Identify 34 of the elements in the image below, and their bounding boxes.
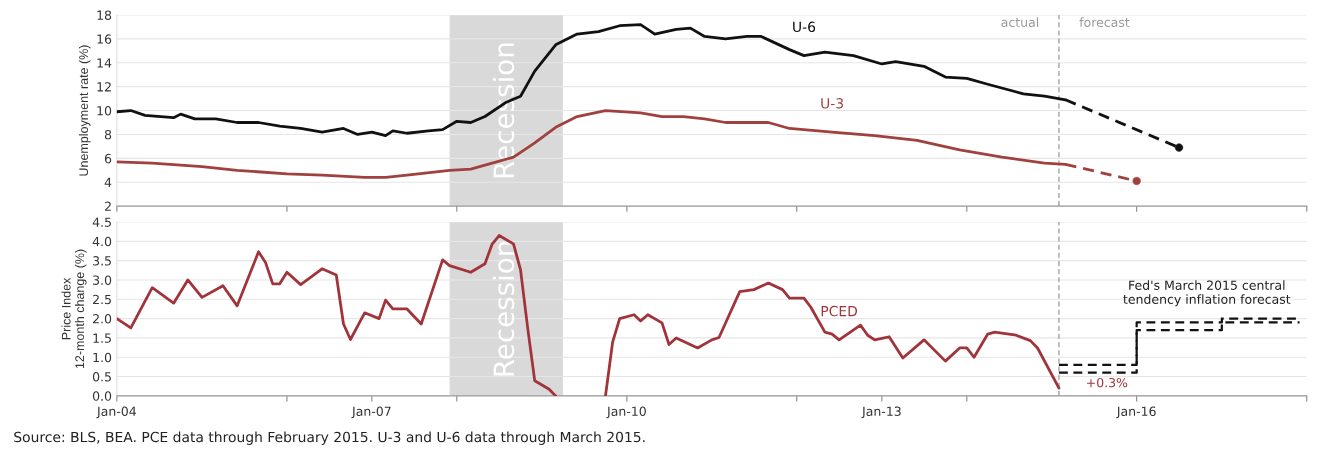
y-tick-label: 16 [97, 34, 112, 44]
series-label: U-6 [793, 21, 816, 33]
y-tick-label: 0.5 [92, 372, 111, 382]
annotation: Fed's March 2015 central tendency inflation forecast [1123, 280, 1291, 307]
source-note: Source: BLS, BEA. PCE data through February 2015. U-3 and U-6 data through March 2015. [14, 431, 645, 445]
y-tick-label: 2 [104, 201, 111, 211]
y-tick-label: 4.5 [92, 217, 111, 227]
annotation: actual [1001, 17, 1039, 28]
y-tick-label: 14 [97, 58, 112, 68]
y-tick-label: 8 [104, 129, 112, 140]
y-tick-label: 3.0 [93, 275, 112, 285]
series-label: PCED [821, 305, 858, 317]
y-axis-title: Unemployment rate (%) [78, 45, 91, 176]
annotation: +0.3% [1087, 377, 1128, 388]
y-tick-label: 1.5 [93, 333, 111, 343]
y-tick-label: 12 [97, 82, 111, 92]
y-tick-label: 3.5 [93, 256, 111, 266]
x-tick-label: Jan-04 [96, 406, 137, 419]
series-label: U-3 [821, 98, 843, 109]
x-tick-label: Jan-10 [606, 406, 646, 419]
y-tick-label: 6 [104, 153, 112, 164]
y-tick-label: 2.5 [93, 294, 111, 305]
y-tick-label: 0.0 [92, 391, 112, 401]
y-tick-label: 4 [104, 177, 112, 187]
y-tick-label: 4.0 [92, 236, 112, 247]
y-axis-title: Price Index 12-month change (%) [61, 249, 87, 369]
x-tick-label: Jan-16 [1116, 406, 1156, 419]
x-tick-label: Jan-07 [351, 406, 391, 419]
x-tick-label: Jan-13 [861, 406, 901, 419]
y-tick-label: 18 [97, 10, 112, 20]
y-tick-label: 2.0 [93, 314, 112, 324]
annotation: forecast [1079, 17, 1130, 28]
y-tick-label: 1.0 [93, 352, 112, 363]
y-tick-label: 10 [97, 106, 112, 116]
